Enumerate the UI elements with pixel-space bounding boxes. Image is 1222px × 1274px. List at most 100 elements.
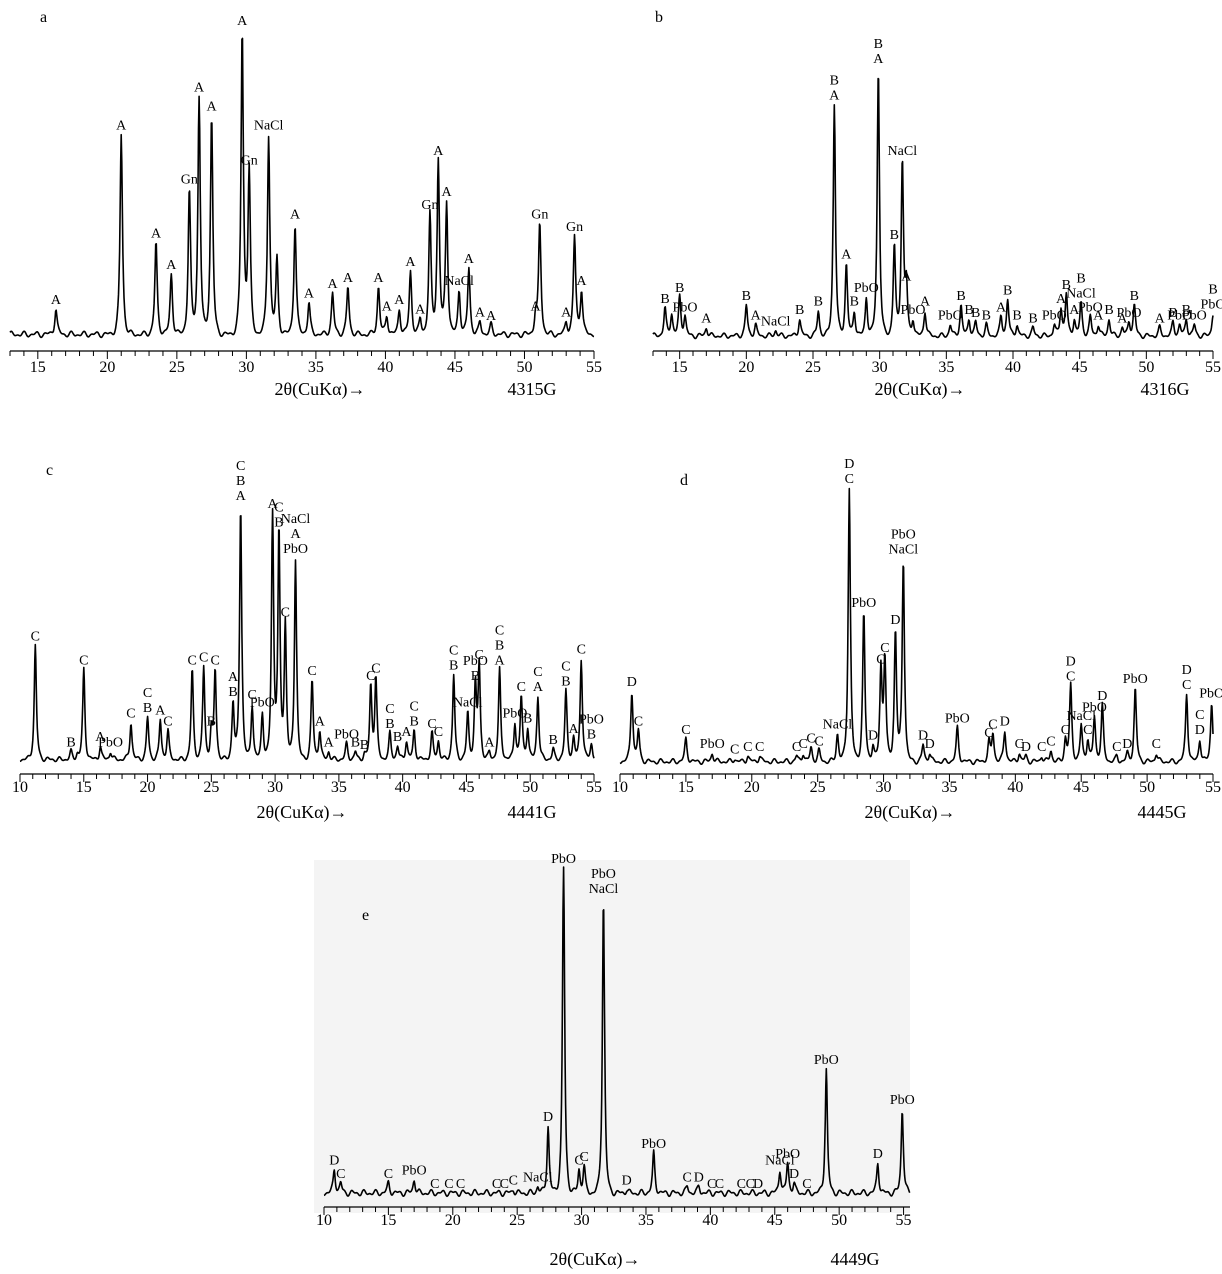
peak-label-part: C — [366, 669, 375, 684]
panel-letter: a — [40, 9, 47, 26]
peak-label-part: A — [829, 88, 840, 103]
peak-label: A — [901, 270, 912, 285]
peak-label: C — [500, 1177, 509, 1192]
panel-letter: d — [680, 472, 688, 489]
peak-label: B — [814, 295, 823, 310]
sample-id: 4449G — [831, 1249, 880, 1269]
peak-label-part: C — [746, 1177, 755, 1192]
peak-label: PbO — [851, 596, 876, 611]
x-tick-label: 55 — [896, 1212, 912, 1229]
peak-label: C — [755, 740, 764, 755]
peak-label-part: PbO — [334, 728, 359, 743]
peak-label-part: B — [228, 685, 237, 700]
x-tick-label: 40 — [377, 359, 393, 376]
peak-label: PbO — [551, 852, 576, 867]
peak-label: C — [210, 653, 219, 668]
peak-label: C — [737, 1177, 746, 1192]
peak-label: A — [324, 735, 335, 750]
peak-label-part: C — [1015, 737, 1024, 752]
peak-label: A — [290, 207, 301, 222]
peak-label-part: C — [743, 740, 752, 755]
peak-label-part: B — [814, 295, 823, 310]
peak-label: C — [199, 651, 208, 666]
peak-label-part: D — [844, 457, 854, 472]
peak-label-part: C — [1046, 734, 1055, 749]
peak-label-part: A — [996, 300, 1007, 315]
peak-label: PbO — [1042, 309, 1067, 324]
peak-label: B — [1062, 278, 1071, 293]
x-axis-label: 2θ(CuKα)→ — [256, 802, 347, 823]
peak-label: A — [701, 311, 712, 326]
peak-label-part: A — [51, 293, 62, 308]
peak-label-part: B — [1062, 278, 1071, 293]
x-tick-label: 25 — [509, 1212, 525, 1229]
x-tick-label: 20 — [744, 779, 760, 796]
peak-label: A — [373, 271, 384, 286]
x-tick-label: 45 — [1072, 359, 1088, 376]
peak-label: PbO — [250, 696, 275, 711]
peak-label-part: A — [576, 274, 587, 289]
peak-label-part: C — [500, 1177, 509, 1192]
peak-label-part: B — [742, 289, 751, 304]
peak-label: B — [360, 738, 369, 753]
peak-label-part: D — [694, 1170, 704, 1185]
peak-label-part: A — [373, 271, 384, 286]
peak-label-part: C — [384, 1167, 393, 1182]
peak-label-part: C — [577, 643, 586, 658]
peak-label: D — [868, 729, 878, 744]
peak-label: NaCl — [765, 1154, 795, 1169]
peak-label: B — [351, 735, 360, 750]
peak-label-part: C — [561, 660, 570, 675]
x-tick-label: 10 — [316, 1212, 332, 1229]
peak-label-part: NaCl — [444, 274, 474, 289]
peak-label-part: C — [509, 1174, 518, 1189]
peak-label-part: C — [210, 653, 219, 668]
peak-label-part: C — [730, 743, 739, 758]
x-tick-label: 30 — [574, 1212, 590, 1229]
peak-label-part: PbO — [463, 654, 488, 669]
peak-label: PbO — [854, 281, 879, 296]
peak-label: A — [442, 185, 453, 200]
peak-label: C — [371, 661, 380, 676]
peak-label: B — [795, 303, 804, 318]
peak-label-part: NaCl — [889, 543, 919, 558]
peak-label-part: PbO — [1199, 686, 1222, 701]
peak-label: D — [622, 1174, 632, 1189]
x-tick-label: 35 — [308, 359, 324, 376]
peak-label: C — [509, 1174, 518, 1189]
peak-label: A — [486, 309, 497, 324]
peak-label-part: C — [274, 501, 283, 516]
peak-label: B — [982, 309, 991, 324]
peak-label-part: C — [798, 737, 807, 752]
peak-label-part: A — [561, 306, 572, 321]
peak-label: D — [890, 613, 900, 628]
peak-label: C — [1083, 723, 1092, 738]
peak-label: A — [405, 255, 416, 270]
peak-label-part: PbO — [1082, 700, 1107, 715]
x-tick-label: 25 — [805, 359, 821, 376]
peak-label: C — [802, 1177, 811, 1192]
peak-label: PbO — [673, 300, 698, 315]
peak-label: D — [627, 675, 637, 690]
peak-label-part: A — [920, 295, 931, 310]
peak-label: C — [366, 669, 375, 684]
peak-label: C — [634, 715, 643, 730]
peak-label-part: B — [850, 295, 859, 310]
x-tick-label: 55 — [586, 779, 602, 796]
peak-label-part: NaCl — [761, 314, 791, 329]
peak-label-part: A — [267, 497, 278, 512]
peak-label-part: A — [324, 735, 335, 750]
peak-label-part: B — [1182, 303, 1191, 318]
peak-label: Gn — [181, 173, 198, 188]
peak-label: NaCl — [823, 717, 853, 732]
x-tick-label: 35 — [638, 1212, 654, 1229]
peak-label-part: C — [336, 1167, 345, 1182]
peak-label-part: A — [155, 704, 166, 719]
peak-label: A — [267, 497, 278, 512]
peak-label-part: PbO — [938, 309, 963, 324]
peak-label-part: PbO — [1117, 306, 1142, 321]
